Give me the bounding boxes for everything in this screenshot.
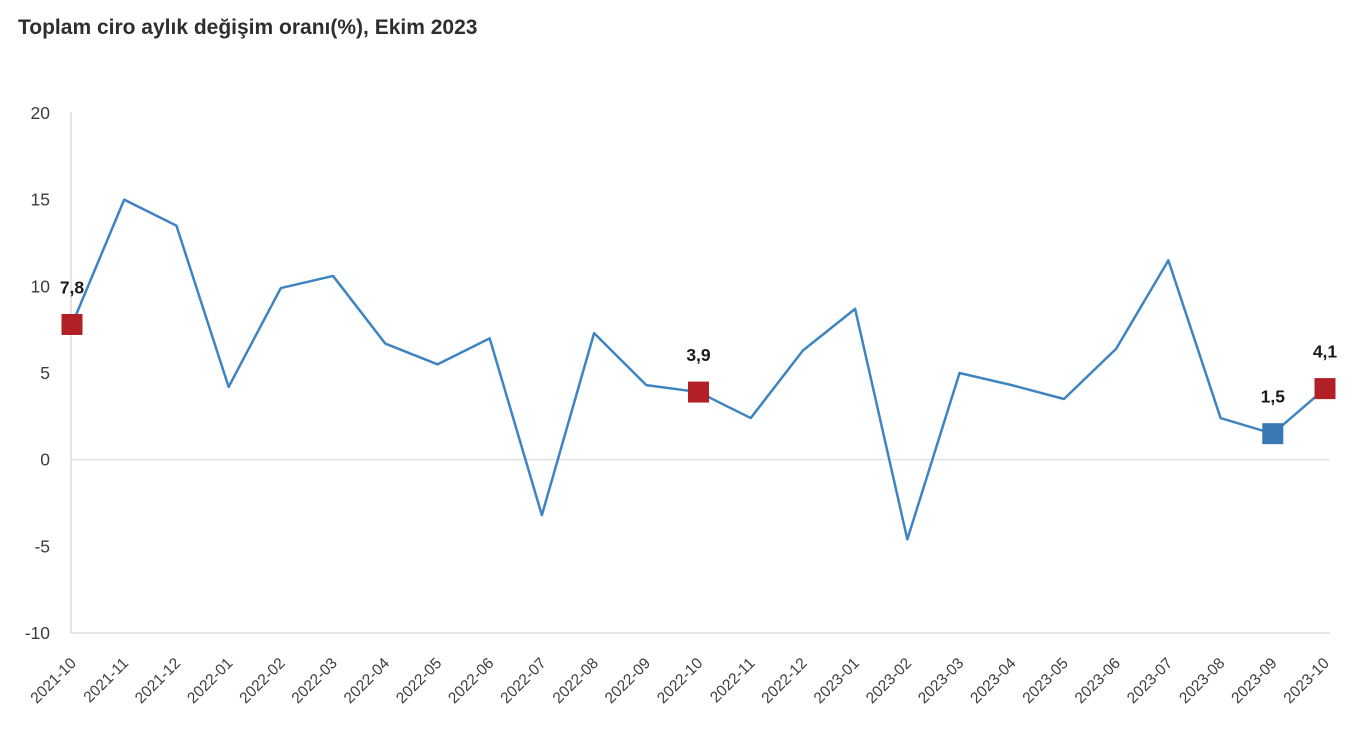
x-tick-label: 2023-02 — [863, 655, 915, 707]
y-tick-label: -10 — [25, 623, 51, 643]
x-tick-label: 2022-09 — [602, 655, 654, 707]
y-tick-label: 10 — [31, 276, 51, 296]
series-line — [70, 198, 1327, 541]
x-tick-label: 2022-10 — [654, 655, 707, 708]
data-point-label-2021-10: 7,8 — [60, 277, 85, 297]
x-tick-label: 2023-07 — [1124, 655, 1176, 707]
y-tick-label: 5 — [40, 363, 50, 383]
x-tick-label: 2023-06 — [1072, 655, 1124, 707]
data-point-label-2023-09: 1,5 — [1261, 387, 1286, 407]
x-tick-label: 2022-11 — [707, 655, 758, 706]
x-tick-label: 2021-12 — [132, 655, 184, 707]
x-tick-label: 2023-03 — [915, 655, 967, 707]
data-point-marker-2023-09 — [1262, 423, 1284, 445]
data-point-label-2022-10: 3,9 — [686, 345, 711, 365]
data-point-marker-2021-10 — [61, 313, 83, 335]
x-tick-label: 2023-01 — [811, 655, 863, 707]
y-tick-label: -5 — [34, 536, 50, 556]
x-tick-label: 2023-08 — [1176, 655, 1228, 707]
chart-title: Toplam ciro aylık değişim oranı(%), Ekim… — [18, 16, 478, 39]
data-point-label-2023-10: 4,1 — [1313, 342, 1338, 362]
x-tick-label: 2023-05 — [1020, 655, 1072, 707]
x-tick-label: 2022-02 — [236, 655, 288, 707]
x-tick-label: 2022-08 — [550, 655, 602, 707]
data-point-marker-2022-10 — [688, 381, 709, 403]
x-tick-label: 2022-12 — [758, 655, 810, 707]
x-tick-label: 2023-10 — [1281, 655, 1334, 708]
x-tick-label: 2021-11 — [81, 655, 132, 706]
x-tick-label: 2022-03 — [289, 655, 341, 707]
y-tick-label: 0 — [40, 450, 50, 470]
y-tick-label: 15 — [31, 190, 50, 210]
x-tick-label: 2022-07 — [497, 655, 549, 707]
x-tick-label: 2022-04 — [341, 655, 394, 708]
x-tick-label: 2021-10 — [28, 655, 81, 708]
x-tick-label: 2023-04 — [967, 655, 1020, 708]
x-tick-label: 2022-06 — [445, 655, 497, 707]
x-tick-label: 2023-09 — [1228, 655, 1280, 707]
x-tick-label: 2022-01 — [184, 655, 236, 707]
x-tick-label: 2022-05 — [393, 655, 445, 707]
y-tick-label: 20 — [31, 103, 51, 123]
data-point-marker-2023-10 — [1314, 378, 1336, 400]
